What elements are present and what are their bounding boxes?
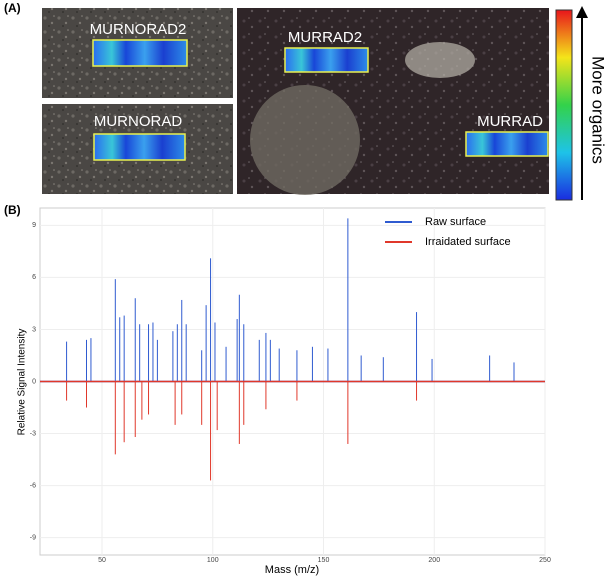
legend-label: Irraidated surface xyxy=(425,236,511,248)
colorbar-label: More organics xyxy=(589,56,608,164)
tile-label: MURRAD2 xyxy=(288,29,362,46)
grain xyxy=(250,85,360,195)
y-tick-label: 9 xyxy=(32,222,36,229)
panel-label: (A) xyxy=(4,1,21,15)
heatmap xyxy=(284,47,369,73)
heatmap xyxy=(92,39,188,67)
heatmap xyxy=(465,131,549,157)
tile-label: MURNORAD xyxy=(94,113,182,130)
heatmap xyxy=(93,133,186,161)
y-tick-label: 0 xyxy=(32,378,36,385)
x-tick-label: 200 xyxy=(428,557,440,564)
x-axis-label: Mass (m/z) xyxy=(265,564,319,576)
grain xyxy=(405,42,475,78)
y-tick-label: -3 xyxy=(30,430,36,437)
x-tick-label: 250 xyxy=(539,557,551,564)
arrow-head xyxy=(576,6,588,18)
tile-label: MURRAD xyxy=(477,113,543,130)
panel-label: (B) xyxy=(4,203,21,217)
y-axis-label: Relative Signal Intensity xyxy=(17,329,28,436)
x-tick-label: 100 xyxy=(207,557,219,564)
y-tick-label: 6 xyxy=(32,274,36,281)
tile-label: MURNORAD2 xyxy=(90,21,187,38)
x-tick-label: 150 xyxy=(318,557,330,564)
y-tick-label: -9 xyxy=(30,534,36,541)
y-tick-label: -6 xyxy=(30,482,36,489)
legend-label: Raw surface xyxy=(425,216,486,228)
y-tick-label: 3 xyxy=(32,326,36,333)
colorbar xyxy=(555,9,573,201)
x-tick-label: 50 xyxy=(98,557,106,564)
